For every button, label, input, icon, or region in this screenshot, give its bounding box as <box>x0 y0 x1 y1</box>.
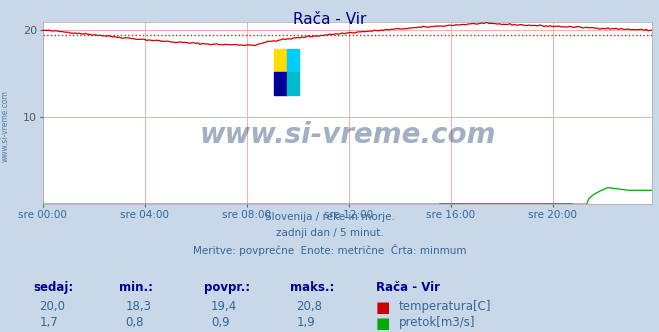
Text: 0,8: 0,8 <box>125 316 144 329</box>
Text: 20,0: 20,0 <box>40 300 65 313</box>
Text: 18,3: 18,3 <box>125 300 151 313</box>
Text: Slovenija / reke in morje.: Slovenija / reke in morje. <box>264 212 395 222</box>
Text: povpr.:: povpr.: <box>204 281 250 293</box>
Text: www.si-vreme.com: www.si-vreme.com <box>1 90 10 162</box>
Text: 19,4: 19,4 <box>211 300 237 313</box>
Text: temperatura[C]: temperatura[C] <box>399 300 491 313</box>
Text: Rača - Vir: Rača - Vir <box>293 12 366 27</box>
Text: ■: ■ <box>376 316 390 331</box>
Text: min.:: min.: <box>119 281 153 293</box>
Text: 0,9: 0,9 <box>211 316 229 329</box>
Text: sedaj:: sedaj: <box>33 281 73 293</box>
Text: pretok[m3/s]: pretok[m3/s] <box>399 316 475 329</box>
Text: 20,8: 20,8 <box>297 300 322 313</box>
Text: www.si-vreme.com: www.si-vreme.com <box>200 121 496 149</box>
Bar <box>287 49 299 72</box>
Text: zadnji dan / 5 minut.: zadnji dan / 5 minut. <box>275 228 384 238</box>
Text: Meritve: povprečne  Enote: metrične  Črta: minmum: Meritve: povprečne Enote: metrične Črta:… <box>192 244 467 256</box>
Text: ■: ■ <box>376 300 390 315</box>
Bar <box>274 72 287 95</box>
Text: Rača - Vir: Rača - Vir <box>376 281 440 293</box>
Text: 1,9: 1,9 <box>297 316 315 329</box>
Bar <box>274 49 287 72</box>
Text: 1,7: 1,7 <box>40 316 58 329</box>
Bar <box>287 72 299 95</box>
Text: maks.:: maks.: <box>290 281 334 293</box>
